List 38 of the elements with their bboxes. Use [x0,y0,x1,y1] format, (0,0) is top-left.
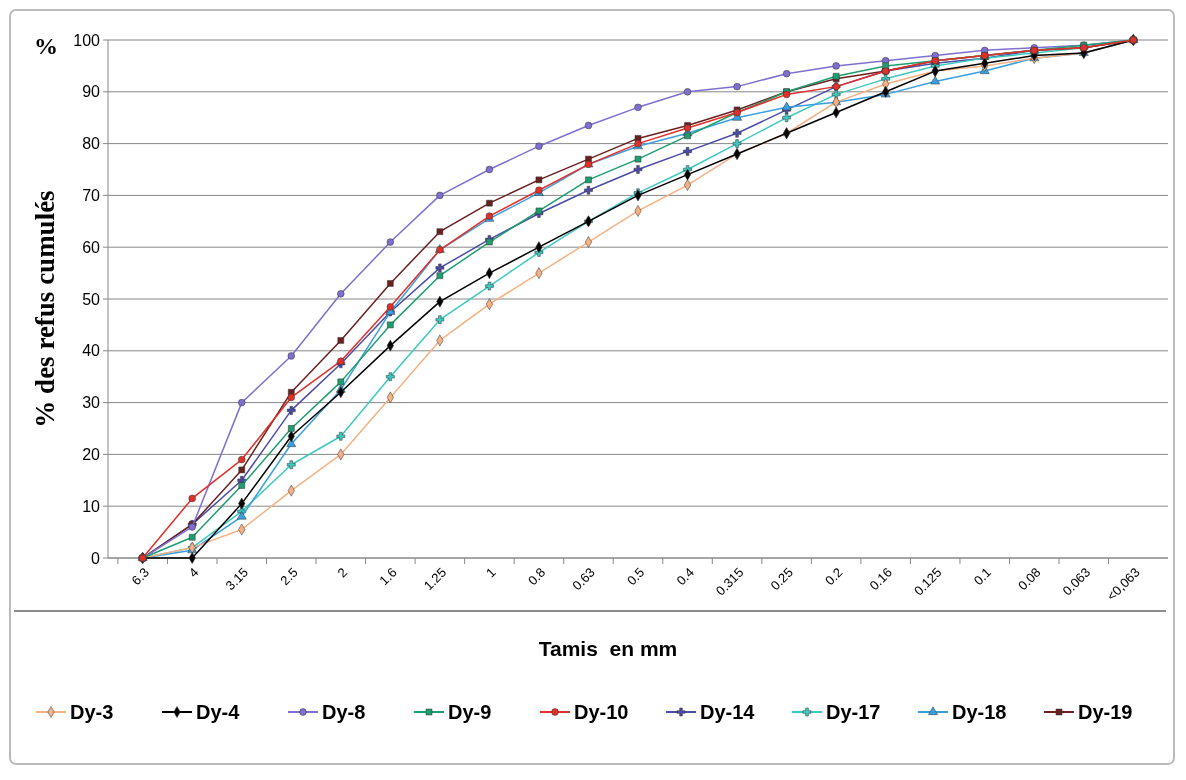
legend-label: Dy-9 [448,701,492,723]
x-tick-label: 0.16 [866,564,895,594]
x-tick-label: 6.3 [128,564,153,589]
legend-label: Dy-17 [826,701,881,723]
x-tick-label: 1.6 [376,564,400,589]
y-tick-label: 20 [82,446,101,463]
x-tick-label: 2.5 [277,564,301,589]
x-tick-label: 0.08 [1015,564,1044,594]
legend-label: Dy-4 [196,701,241,723]
y-tick-label: 100 [73,31,101,49]
y-tick-label: 30 [82,394,101,412]
text: % [34,33,58,59]
y-tick-label: 60 [82,238,101,256]
y-tick-label: 40 [82,342,101,360]
y-tick-label: 50 [82,290,101,308]
x-tick-label: 0.2 [822,564,846,589]
x-tick-label: 0.63 [569,564,598,594]
legend-label: Dy-10 [574,701,629,723]
y-tick-label: 90 [82,83,101,101]
x-axis-title: Tamis en mm [538,637,678,660]
legend-label: Dy-19 [1078,701,1133,723]
y-tick-label: 80 [82,135,101,153]
x-tick-label: 1.25 [420,564,450,594]
x-tick-label: 2 [334,564,351,581]
x-tick-label: 0.1 [970,564,995,589]
x-tick-label: 0.4 [673,564,697,589]
y-tick-label: 70 [82,187,101,204]
legend-label: Dy-18 [952,701,1007,723]
y-tick-label: 10 [82,497,101,515]
x-tick-label: 0.5 [623,564,648,589]
legend-label: Dy-8 [322,701,366,723]
y-tick-label: 0 [91,549,101,567]
legend-label: Dy-14 [700,701,756,723]
x-tick-label: 0.8 [524,564,549,589]
legend-label: Dy-3 [70,701,114,723]
y-axis-title: % des refus cumulés [30,190,60,428]
x-tick-label: 1 [483,564,499,581]
x-tick-label: 4 [185,564,202,581]
